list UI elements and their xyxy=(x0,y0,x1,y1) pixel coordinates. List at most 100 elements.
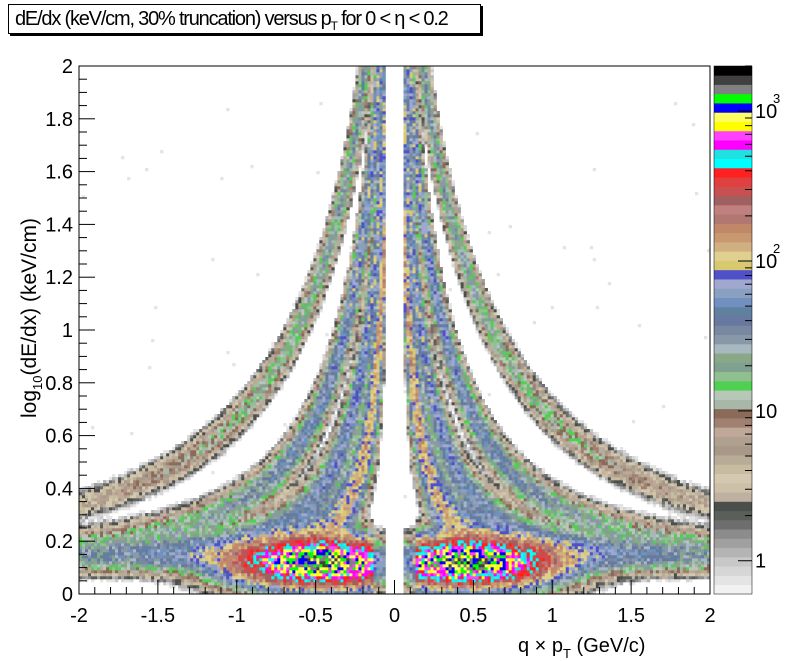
heatmap-cell xyxy=(268,531,271,534)
heatmap-cell xyxy=(310,288,313,291)
heatmap-cell xyxy=(247,528,250,531)
heatmap-cell xyxy=(199,567,202,570)
heatmap-cell xyxy=(226,585,229,588)
heatmap-cell xyxy=(301,504,304,507)
heatmap-cell xyxy=(232,417,235,420)
heatmap-cell xyxy=(337,342,340,345)
heatmap-cell xyxy=(211,585,214,588)
heatmap-cell xyxy=(322,555,325,558)
heatmap-cell xyxy=(304,468,307,471)
heatmap-cell xyxy=(337,453,340,456)
heatmap-cell xyxy=(328,237,331,240)
heatmap-cell xyxy=(184,474,187,477)
heatmap-cell xyxy=(262,408,265,411)
heatmap-cell xyxy=(292,543,295,546)
heatmap-cell xyxy=(226,495,229,498)
heatmap-cell xyxy=(274,366,277,369)
heatmap-cell xyxy=(310,525,313,528)
heatmap-cell xyxy=(100,504,103,507)
heatmap-cell xyxy=(328,402,331,405)
heatmap-cell xyxy=(211,426,214,429)
heatmap-cell xyxy=(307,297,310,300)
heatmap-cell xyxy=(235,549,238,552)
heatmap-cell xyxy=(331,471,334,474)
heatmap-cell xyxy=(316,558,319,561)
heatmap-cell xyxy=(112,561,115,564)
heatmap-cell xyxy=(205,579,208,582)
heatmap-cell xyxy=(298,342,301,345)
heatmap-cell xyxy=(97,519,100,522)
heatmap-cell xyxy=(202,516,205,519)
heatmap-cell xyxy=(274,576,277,579)
heatmap-cell xyxy=(109,510,112,513)
heatmap-cell xyxy=(172,537,175,540)
heatmap-cell xyxy=(220,414,223,417)
heatmap-cell xyxy=(337,441,340,444)
heatmap-cell xyxy=(316,510,319,513)
heatmap-cell xyxy=(163,477,166,480)
heatmap-cell xyxy=(286,489,289,492)
heatmap-cell xyxy=(151,555,154,558)
heatmap-cell xyxy=(289,342,292,345)
heatmap-cell xyxy=(127,477,130,480)
heatmap-cell xyxy=(217,426,220,429)
heatmap-cell xyxy=(295,582,298,585)
heatmap-cell xyxy=(124,495,127,498)
heatmap-cell xyxy=(340,411,343,414)
heatmap-cell xyxy=(220,492,223,495)
heatmap-cell xyxy=(307,582,310,585)
heatmap-cell xyxy=(82,492,85,495)
heatmap-cell xyxy=(214,420,217,423)
heatmap-cell xyxy=(280,354,283,357)
heatmap-cell xyxy=(331,408,334,411)
heatmap-cell xyxy=(115,573,118,576)
heatmap-cell xyxy=(331,252,334,255)
heatmap-cell xyxy=(220,408,223,411)
heatmap-cell xyxy=(88,531,91,534)
heatmap-cell xyxy=(289,360,292,363)
heatmap-cell xyxy=(322,231,325,234)
heatmap-cell xyxy=(214,534,217,537)
heatmap-cell xyxy=(235,507,238,510)
heatmap-cell xyxy=(178,564,181,567)
heatmap-cell xyxy=(115,531,118,534)
heatmap-cell xyxy=(301,453,304,456)
heatmap-cell xyxy=(319,501,322,504)
heatmap-cell xyxy=(211,528,214,531)
heatmap-cell xyxy=(313,492,316,495)
heatmap-cell xyxy=(85,507,88,510)
heatmap-cell xyxy=(271,375,274,378)
heatmap-cell xyxy=(319,264,322,267)
heatmap-cell xyxy=(316,528,319,531)
heatmap-cell xyxy=(181,450,184,453)
heatmap-cell xyxy=(334,465,337,468)
heatmap-cell xyxy=(286,504,289,507)
heatmap-cell xyxy=(247,576,250,579)
heatmap-cell xyxy=(265,405,268,408)
heatmap-cell xyxy=(205,504,208,507)
heatmap-cell xyxy=(211,588,214,591)
heatmap-cell xyxy=(193,456,196,459)
heatmap-cell xyxy=(331,414,334,417)
heatmap-cell xyxy=(262,564,265,567)
heatmap-cell xyxy=(337,543,340,546)
heatmap-cell xyxy=(121,474,124,477)
heatmap-cell xyxy=(325,258,328,261)
heatmap-cell xyxy=(172,486,175,489)
heatmap-cell xyxy=(322,240,325,243)
heatmap-cell xyxy=(319,480,322,483)
heatmap-cell xyxy=(253,372,256,375)
heatmap-cell xyxy=(172,483,175,486)
heatmap-cell xyxy=(277,468,280,471)
heatmap-cell xyxy=(283,552,286,555)
heatmap-cell xyxy=(334,543,337,546)
heatmap-cell xyxy=(106,510,109,513)
heatmap-cell xyxy=(178,450,181,453)
heatmap-cell xyxy=(214,435,217,438)
heatmap-cell xyxy=(91,522,94,525)
heatmap-cell xyxy=(337,309,340,312)
heatmap-cell xyxy=(226,504,229,507)
heatmap-cell xyxy=(310,543,313,546)
heatmap-cell xyxy=(337,207,340,210)
heatmap-cell xyxy=(94,510,97,513)
